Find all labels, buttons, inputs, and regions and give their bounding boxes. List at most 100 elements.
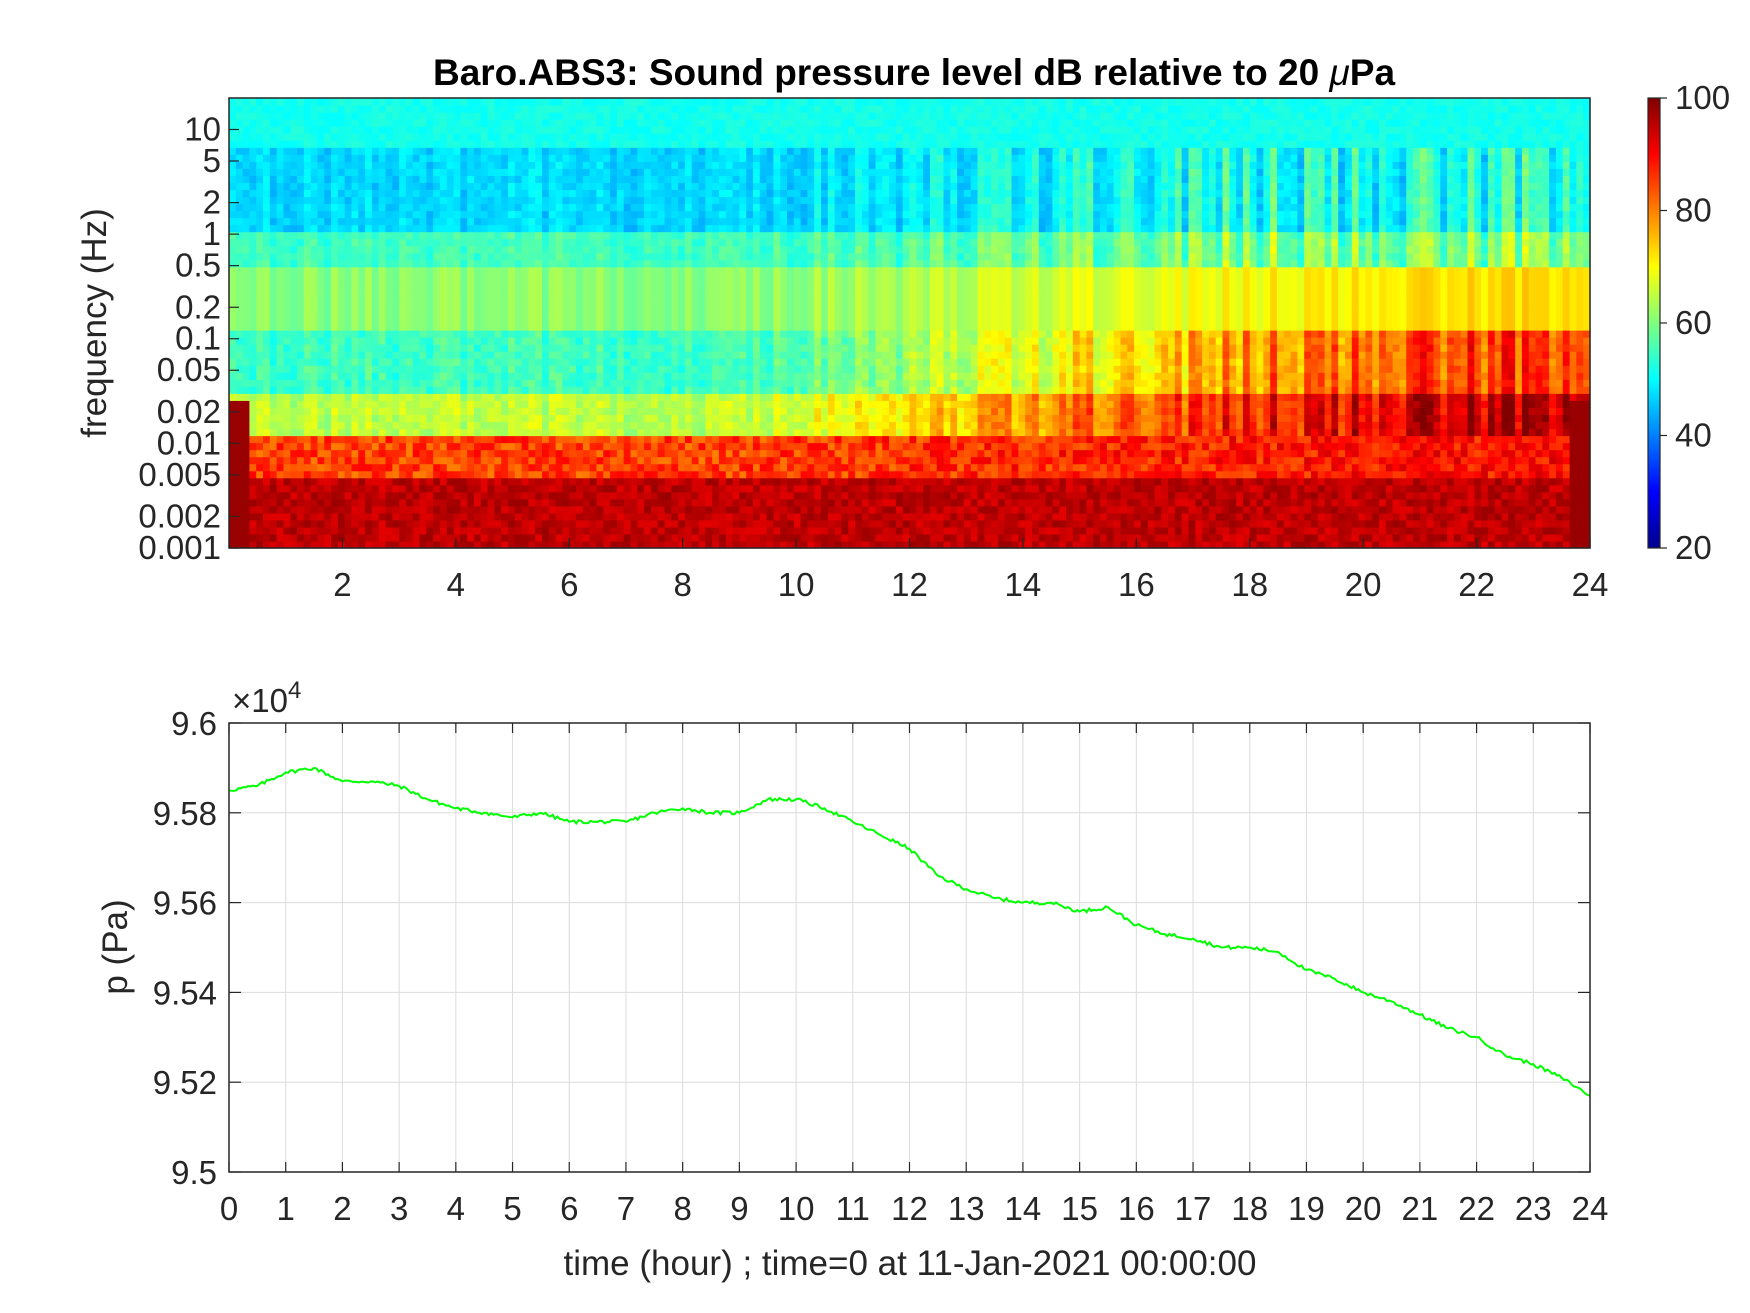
- heatmap-cell: [460, 280, 468, 289]
- heatmap-cell: [752, 182, 761, 191]
- heatmap-cell: [351, 470, 359, 479]
- heatmap-cell: [718, 470, 727, 479]
- heatmap-cell: [548, 245, 557, 254]
- heatmap-cell: [263, 168, 271, 176]
- heatmap-cell: [616, 463, 625, 472]
- heatmap-cell: [630, 126, 638, 134]
- heatmap-cell: [528, 280, 536, 289]
- heatmap-cell: [494, 294, 502, 303]
- heatmap-cell: [650, 491, 659, 500]
- heatmap-cell: [337, 98, 346, 106]
- heatmap-cell: [596, 133, 604, 141]
- heatmap-cell: [576, 175, 584, 183]
- heatmap-cell: [548, 365, 557, 373]
- heatmap-cell: [392, 435, 400, 444]
- heatmap-cell: [684, 196, 693, 205]
- heatmap-cell: [684, 259, 693, 268]
- heatmap-cell: [589, 217, 598, 226]
- heatmap-cell: [290, 540, 298, 549]
- heatmap-cell: [746, 491, 754, 500]
- heatmap-cell: [392, 533, 400, 542]
- heatmap-cell: [331, 210, 339, 219]
- heatmap-cell: [664, 358, 672, 366]
- heatmap-cell: [365, 372, 373, 380]
- heatmap-cell: [290, 147, 298, 155]
- heatmap-cell: [542, 196, 550, 205]
- heatmap-cell: [542, 154, 550, 162]
- heatmap-cell: [616, 154, 625, 162]
- heatmap-cell: [657, 189, 666, 198]
- heatmap-cell: [664, 245, 672, 254]
- heatmap-cell: [276, 407, 285, 416]
- heatmap-cell: [637, 112, 645, 120]
- heatmap-cell: [433, 449, 441, 458]
- heatmap-cell: [433, 344, 441, 352]
- heatmap-cell: [405, 133, 414, 141]
- heatmap-cell: [623, 112, 632, 120]
- heatmap-cell: [698, 112, 706, 120]
- heatmap-cell: [548, 449, 557, 458]
- heatmap-cell: [650, 140, 659, 148]
- heatmap-cell: [589, 168, 598, 176]
- heatmap-cell: [324, 161, 332, 169]
- heatmap-cell: [324, 323, 332, 331]
- heatmap-cell: [337, 512, 346, 521]
- heatmap-cell: [644, 112, 652, 120]
- heatmap-cell: [324, 119, 332, 127]
- heatmap-cell: [256, 400, 264, 408]
- heatmap-cell: [317, 386, 325, 394]
- heatmap-cell: [412, 393, 421, 401]
- heatmap-cell: [297, 358, 305, 366]
- heatmap-cell: [392, 358, 400, 366]
- heatmap-cell: [453, 168, 461, 176]
- heatmap-cell: [555, 456, 564, 465]
- heatmap-cell: [487, 133, 495, 141]
- heatmap-cell: [317, 98, 325, 106]
- heatmap-cell: [473, 428, 482, 437]
- heatmap-cell: [657, 245, 666, 254]
- heatmap-cell: [698, 358, 706, 366]
- heatmap-cell: [385, 456, 393, 465]
- heatmap-cell: [344, 512, 353, 521]
- heatmap-cell: [310, 470, 319, 479]
- heatmap-cell: [385, 435, 393, 444]
- heatmap-cell: [508, 266, 516, 275]
- heatmap-cell: [562, 287, 570, 296]
- heatmap-cell: [603, 161, 611, 169]
- heatmap-cell: [439, 273, 448, 282]
- heatmap-cell: [378, 449, 387, 458]
- heatmap-cell: [678, 231, 686, 240]
- heatmap-cell: [242, 189, 251, 198]
- heatmap-cell: [310, 294, 319, 303]
- heatmap-cell: [678, 358, 686, 366]
- heatmap-cell: [385, 252, 393, 261]
- heatmap-cell: [705, 238, 713, 247]
- heatmap-cell: [603, 224, 611, 233]
- heatmap-cell: [276, 168, 285, 176]
- heatmap-cell: [542, 126, 550, 134]
- heatmap-cell: [650, 386, 659, 394]
- heatmap-cell: [657, 323, 666, 331]
- heatmap-cell: [501, 154, 509, 162]
- heatmap-cell: [718, 147, 727, 155]
- heatmap-cell: [678, 386, 686, 394]
- heatmap-cell: [426, 414, 434, 423]
- heatmap-cell: [446, 435, 455, 444]
- heatmap-cell: [630, 540, 638, 549]
- heatmap-cell: [439, 224, 448, 233]
- heatmap-cell: [603, 98, 611, 106]
- heatmap-cell: [412, 449, 421, 458]
- heatmap-cell: [678, 126, 686, 134]
- heatmap-cell: [562, 203, 570, 212]
- heatmap-cell: [358, 210, 366, 219]
- heatmap-cell: [337, 245, 346, 254]
- heatmap-cell: [678, 280, 686, 289]
- heatmap-cell: [576, 463, 584, 472]
- heatmap-cell: [501, 210, 509, 219]
- heatmap-cell: [290, 407, 298, 416]
- heatmap-cell: [705, 519, 713, 528]
- heatmap-cell: [229, 308, 237, 317]
- heatmap-cell: [542, 245, 550, 254]
- heatmap-cell: [650, 175, 659, 183]
- heatmap-cell: [249, 259, 257, 268]
